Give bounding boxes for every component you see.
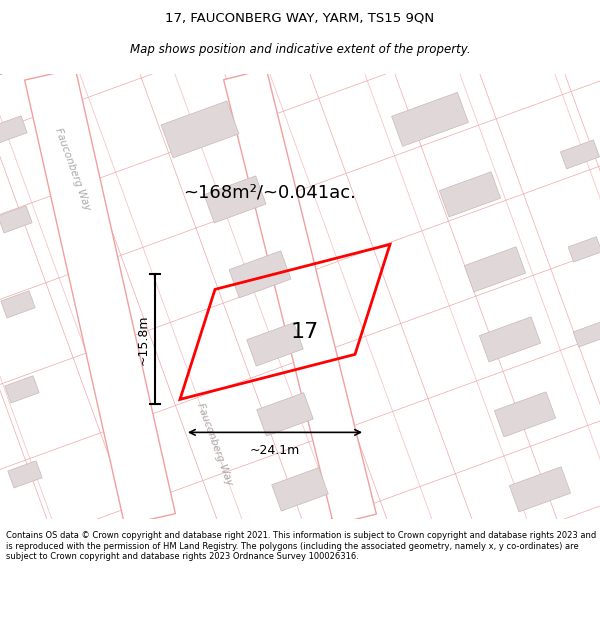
Text: ~168m²/~0.041ac.: ~168m²/~0.041ac. — [184, 183, 356, 201]
Polygon shape — [272, 468, 328, 511]
Polygon shape — [5, 376, 39, 403]
Text: 17, FAUCONBERG WAY, YARM, TS15 9QN: 17, FAUCONBERG WAY, YARM, TS15 9QN — [166, 12, 434, 25]
Polygon shape — [464, 247, 526, 292]
Polygon shape — [1, 291, 35, 318]
Polygon shape — [568, 237, 600, 262]
Text: Fauconberg Way: Fauconberg Way — [53, 127, 92, 212]
Polygon shape — [439, 172, 500, 217]
Text: ~24.1m: ~24.1m — [250, 444, 300, 457]
Polygon shape — [224, 69, 376, 524]
Polygon shape — [560, 140, 599, 169]
Polygon shape — [479, 317, 541, 362]
Text: ~15.8m: ~15.8m — [137, 314, 149, 364]
Text: Contains OS data © Crown copyright and database right 2021. This information is : Contains OS data © Crown copyright and d… — [6, 531, 596, 561]
Polygon shape — [509, 467, 571, 512]
Polygon shape — [25, 69, 175, 525]
Polygon shape — [0, 206, 32, 233]
Polygon shape — [257, 392, 313, 436]
Polygon shape — [573, 322, 600, 347]
Polygon shape — [204, 176, 266, 223]
Polygon shape — [494, 392, 556, 437]
Text: 17: 17 — [291, 322, 319, 342]
Polygon shape — [229, 251, 291, 298]
Polygon shape — [161, 101, 239, 158]
Polygon shape — [8, 461, 42, 488]
Polygon shape — [0, 116, 27, 143]
Polygon shape — [392, 92, 469, 146]
Polygon shape — [247, 322, 303, 366]
Text: Fauconberg Way: Fauconberg Way — [196, 402, 235, 487]
Text: Map shows position and indicative extent of the property.: Map shows position and indicative extent… — [130, 42, 470, 56]
